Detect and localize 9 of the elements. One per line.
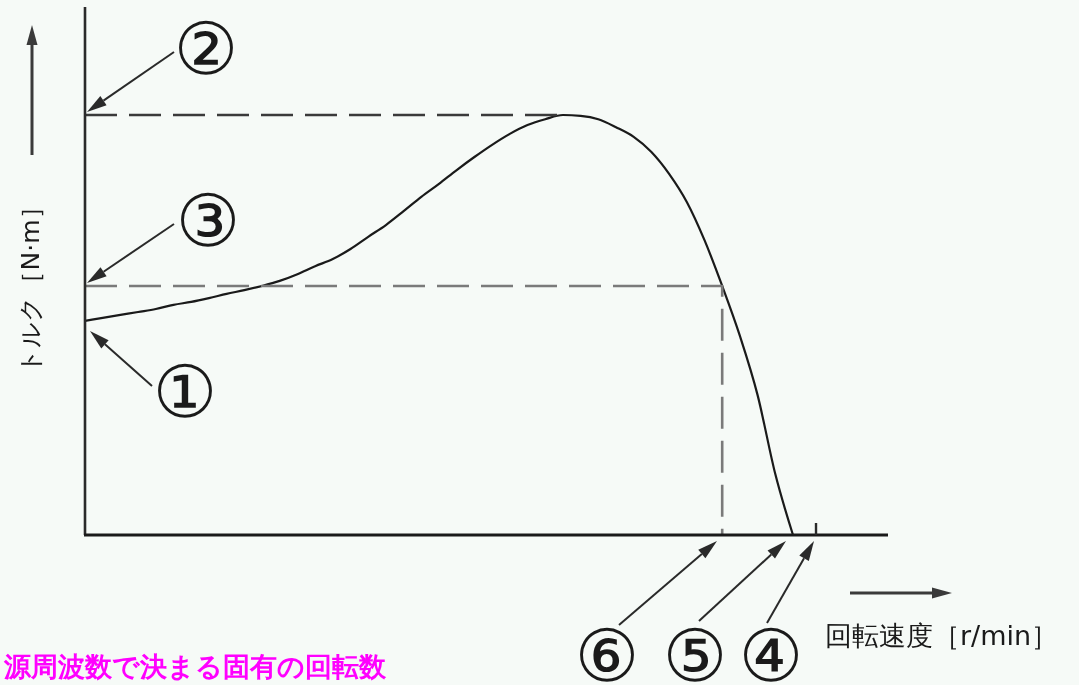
text: ⑥ xyxy=(574,614,640,685)
annotation: ② xyxy=(173,7,239,91)
x-axis-title: 回転速度［r/min］ xyxy=(825,620,1059,651)
text: ⑤ xyxy=(662,614,728,685)
annotation: ③ xyxy=(175,179,241,263)
annotation: ① xyxy=(152,350,218,434)
text: 源周波数で決まる固有の回転数 xyxy=(3,651,387,682)
text: ④ xyxy=(738,614,804,685)
y-axis-title: トルク［N·m］ xyxy=(15,194,45,374)
